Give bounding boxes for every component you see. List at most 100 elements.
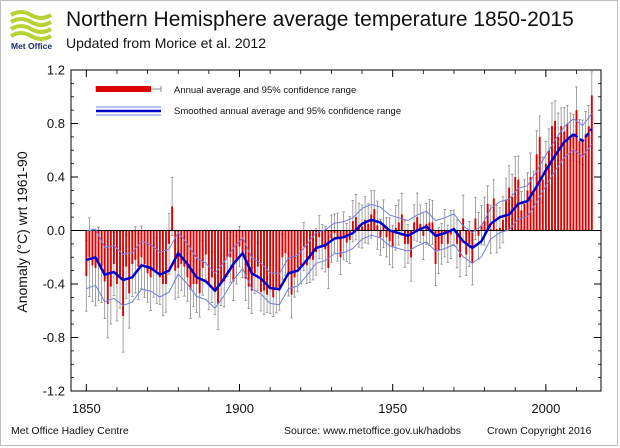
bar — [446, 230, 449, 244]
footer-copyright: Crown Copyright 2016 — [487, 425, 592, 437]
bar — [232, 230, 235, 282]
bar — [557, 136, 560, 231]
bar — [168, 230, 170, 244]
logo-wave-1 — [9, 10, 53, 20]
bar — [116, 230, 118, 284]
bar — [186, 230, 189, 278]
bar — [263, 230, 265, 291]
bar — [171, 206, 174, 231]
bar — [229, 230, 232, 258]
bar — [391, 230, 394, 247]
bar — [330, 230, 333, 239]
bar — [407, 230, 409, 244]
bar — [554, 120, 556, 231]
bar — [336, 230, 339, 238]
bar — [388, 230, 391, 242]
bar — [511, 197, 514, 231]
bar — [382, 223, 385, 231]
bar — [370, 214, 373, 231]
bar — [462, 218, 465, 231]
bar — [566, 123, 569, 231]
bar — [489, 229, 492, 231]
x-tick-label: 1850 — [72, 401, 101, 416]
bar — [535, 154, 538, 231]
smoothed-lower-band — [86, 143, 593, 309]
bar — [456, 230, 458, 244]
bar — [560, 126, 563, 231]
bar — [180, 230, 183, 264]
chart-subtitle: Updated from Morice et al. 2012 — [66, 35, 266, 51]
bar — [195, 230, 198, 284]
bar — [385, 230, 388, 238]
bar — [125, 230, 128, 267]
bar — [563, 131, 566, 231]
bar — [376, 225, 379, 231]
bar — [112, 230, 115, 264]
bar — [403, 230, 406, 244]
bar — [296, 230, 299, 268]
bar — [131, 230, 134, 264]
met-office-logo-icon — [9, 10, 53, 41]
bar — [364, 219, 367, 231]
bar — [293, 230, 296, 278]
bar — [459, 230, 462, 258]
chart-title: Northern Hemisphere average temperature … — [66, 8, 574, 31]
bar — [226, 230, 229, 258]
bar — [400, 214, 403, 231]
bar — [394, 227, 397, 231]
bar — [351, 221, 354, 231]
bar — [342, 230, 345, 236]
bar — [551, 126, 553, 231]
bar — [207, 230, 210, 284]
legend-label-smoothed: Smoothed annual average and 95% confiden… — [174, 106, 401, 117]
bar — [266, 230, 269, 295]
bar — [321, 230, 324, 247]
bar — [541, 179, 544, 231]
bar — [275, 230, 278, 290]
logo-wave-2 — [9, 17, 53, 27]
bar — [247, 230, 250, 287]
bar — [94, 230, 97, 268]
bar — [578, 140, 581, 231]
bar — [379, 230, 382, 238]
bar — [587, 126, 590, 231]
bar — [431, 222, 434, 231]
bar — [302, 230, 305, 247]
x-tick-label: 1900 — [225, 401, 254, 416]
bar — [109, 230, 112, 287]
bar — [575, 110, 578, 231]
bar — [318, 230, 321, 238]
bar — [410, 230, 413, 258]
bar — [198, 230, 201, 294]
y-axis-title: Anomaly (°C) wrt 1961-90 — [14, 151, 30, 312]
smoothed-layer — [85, 113, 593, 309]
bar — [253, 230, 256, 274]
bar — [443, 230, 446, 234]
bar — [449, 230, 452, 235]
bar — [312, 230, 314, 260]
bar — [287, 230, 290, 275]
bar — [281, 230, 284, 258]
bar — [437, 230, 440, 251]
y-tick-label: -0.8 — [43, 330, 65, 345]
bar — [137, 230, 140, 267]
bar — [119, 230, 121, 278]
y-tick-label: -0.4 — [43, 277, 65, 292]
bars-layer — [71, 71, 601, 353]
bar — [128, 230, 131, 294]
bar — [367, 223, 370, 231]
logo-wave-4 — [9, 31, 53, 41]
bar — [140, 230, 143, 258]
bar — [241, 230, 244, 255]
bar — [204, 230, 207, 255]
bar — [480, 225, 483, 231]
legend: Annual average and 95% confidence range … — [95, 85, 401, 117]
bar — [434, 230, 437, 264]
y-tick-label: 1.2 — [47, 63, 65, 78]
bar — [183, 230, 186, 267]
bar — [547, 150, 550, 231]
bar — [201, 230, 204, 268]
bar — [529, 177, 532, 231]
bar — [483, 221, 486, 231]
